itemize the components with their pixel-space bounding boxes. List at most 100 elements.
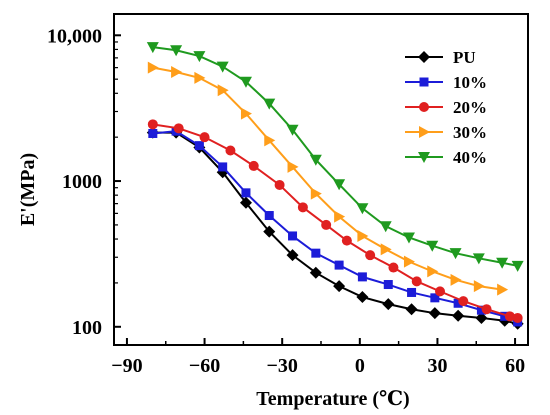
data-point-30pct: [287, 160, 299, 173]
legend-item-20pct: 20%: [405, 98, 487, 117]
legend-label: PU: [453, 48, 476, 67]
legend-item-30pct: 30%: [405, 123, 487, 142]
legend-item-pu: PU: [405, 48, 476, 67]
data-point-40pct: [449, 248, 462, 260]
data-point-10pct: [383, 280, 393, 290]
data-point-40pct: [286, 124, 299, 136]
data-point-40pct: [356, 203, 369, 215]
data-point-pu: [452, 309, 465, 322]
data-point-pu: [239, 196, 252, 209]
data-point-40pct: [402, 232, 415, 244]
data-point-20pct: [248, 160, 259, 171]
data-point-30pct: [147, 61, 159, 74]
series-40pct: [146, 42, 524, 272]
legend-marker: [418, 51, 430, 63]
legend-item-10pct: 10%: [405, 73, 487, 92]
data-point-30pct: [194, 71, 206, 84]
data-point-10pct: [430, 293, 440, 303]
legend-marker: [419, 77, 429, 87]
data-point-30pct: [334, 210, 346, 223]
data-point-40pct: [333, 179, 346, 191]
data-point-10pct: [357, 272, 367, 282]
data-point-40pct: [239, 76, 252, 88]
data-point-20pct: [274, 179, 285, 190]
data-point-20pct: [199, 132, 210, 143]
legend-label: 30%: [453, 123, 487, 142]
data-point-10pct: [453, 298, 463, 308]
data-point-10pct: [241, 188, 251, 198]
y-axis-title: E'(MPa): [17, 153, 39, 226]
data-point-30pct: [310, 187, 322, 200]
data-point-pu: [382, 298, 395, 311]
data-point-30pct: [427, 265, 439, 278]
legend-marker: [419, 126, 430, 138]
x-axis-title: Temperature (℃): [256, 388, 409, 410]
data-point-40pct: [379, 221, 392, 233]
data-point-30pct: [450, 273, 462, 286]
data-point-pu: [405, 303, 418, 316]
data-point-40pct: [511, 260, 524, 272]
data-point-20pct: [411, 276, 422, 287]
x-tick-label: −90: [111, 355, 142, 377]
data-point-20pct: [365, 250, 376, 261]
data-point-pu: [428, 307, 441, 320]
data-point-40pct: [309, 154, 322, 166]
data-point-20pct: [147, 119, 158, 130]
data-point-20pct: [341, 235, 352, 246]
data-point-30pct: [473, 280, 485, 293]
y-tick-label: 100: [72, 317, 102, 339]
data-point-20pct: [435, 286, 446, 297]
data-point-pu: [286, 249, 299, 262]
y-tick-label: 1000: [62, 171, 102, 193]
axis-layer: −90 −60 −30 0 30 60 100 1000 10,000: [47, 25, 525, 377]
data-point-20pct: [512, 312, 523, 323]
data-point-20pct: [173, 123, 184, 134]
series-30pct: [147, 61, 509, 296]
data-point-20pct: [321, 219, 332, 230]
data-point-10pct: [500, 311, 510, 321]
data-point-20pct: [481, 304, 492, 315]
data-point-10pct: [264, 211, 274, 221]
y-tick-label: 10,000: [47, 25, 102, 47]
data-point-40pct: [193, 51, 206, 63]
legend-marker: [418, 152, 430, 163]
legend-item-40pct: 40%: [405, 148, 487, 167]
data-point-20pct: [225, 145, 236, 156]
data-point-10pct: [476, 305, 486, 315]
legend-label: 10%: [453, 73, 487, 92]
data-point-40pct: [170, 45, 183, 57]
data-point-30pct: [240, 107, 252, 120]
data-point-30pct: [497, 283, 509, 296]
data-point-40pct: [426, 240, 439, 252]
legend-label: 40%: [453, 148, 487, 167]
x-tick-label: −60: [189, 355, 220, 377]
data-point-40pct: [263, 98, 276, 110]
legend-marker: [419, 102, 429, 112]
series-line-30pct: [152, 66, 503, 291]
data-point-40pct: [496, 257, 509, 269]
data-point-10pct: [194, 141, 204, 151]
x-tick-label: 60: [505, 355, 525, 377]
series-20pct: [147, 119, 523, 323]
x-tick-label: 30: [427, 355, 447, 377]
data-point-10pct: [218, 162, 228, 172]
data-point-20pct: [297, 202, 308, 213]
data-point-pu: [356, 291, 369, 304]
series-layer: [146, 42, 524, 330]
data-point-30pct: [357, 229, 369, 242]
data-point-20pct: [458, 296, 469, 307]
data-point-10pct: [148, 128, 158, 138]
data-point-pu: [263, 225, 276, 238]
data-point-30pct: [217, 84, 229, 97]
data-point-30pct: [264, 134, 276, 147]
data-point-10pct: [334, 260, 344, 270]
legend-label: 20%: [453, 98, 487, 117]
x-tick-label: 0: [355, 355, 365, 377]
data-point-30pct: [403, 255, 415, 268]
x-tick-label: −30: [266, 355, 297, 377]
data-point-30pct: [380, 243, 392, 256]
data-point-20pct: [504, 311, 515, 322]
data-point-pu: [309, 266, 322, 279]
data-point-30pct: [171, 65, 183, 78]
